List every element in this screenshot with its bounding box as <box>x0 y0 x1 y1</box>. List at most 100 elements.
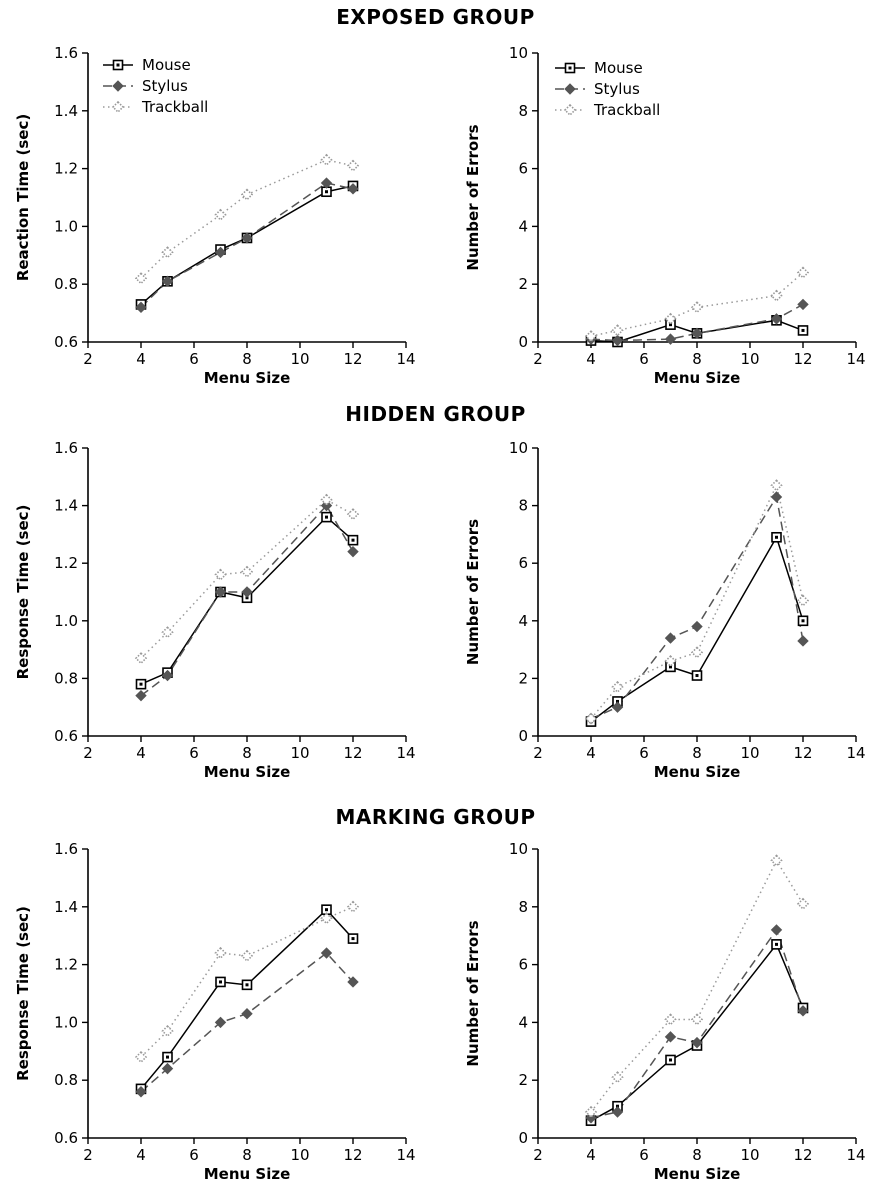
data-point-mouse-center <box>669 665 672 669</box>
data-point-stylus <box>347 976 359 988</box>
data-point-mouse-center <box>245 596 249 600</box>
x-tick-label: 10 <box>740 744 759 762</box>
data-point-trackball <box>161 1024 174 1038</box>
x-tick-label: 2 <box>533 744 543 762</box>
data-point-stylus <box>347 545 359 558</box>
data-point-trackball <box>770 289 783 302</box>
x-tick-label: 4 <box>136 744 146 762</box>
y-tick-label: 1.6 <box>54 44 78 62</box>
data-point-stylus <box>664 632 677 644</box>
y-tick-label: 1.2 <box>54 956 78 974</box>
data-point-stylus <box>347 183 359 195</box>
x-axis-title: Menu Size <box>204 763 291 781</box>
data-point-trackball <box>796 594 810 607</box>
data-point-stylus <box>797 298 809 311</box>
x-tick-label: 2 <box>83 1146 93 1164</box>
data-point-trackball <box>796 897 810 911</box>
x-tick-label: 14 <box>396 350 415 368</box>
data-point-trackball <box>161 626 174 639</box>
data-point-stylus <box>161 1062 174 1075</box>
data-point-stylus <box>320 947 333 959</box>
data-point-stylus <box>585 1112 597 1124</box>
x-tick-label: 12 <box>343 350 362 368</box>
legend-label-trackball: Trackball <box>141 98 208 116</box>
x-tick-label: 8 <box>692 350 702 368</box>
data-point-stylus <box>797 1005 809 1017</box>
x-tick-label: 14 <box>396 744 415 762</box>
y-tick-label: 0.8 <box>54 1071 78 1089</box>
data-point-trackball <box>690 646 704 659</box>
data-point-mouse-center <box>351 538 355 542</box>
x-tick-label: 6 <box>639 350 649 368</box>
y-tick-label: 1.6 <box>54 840 78 858</box>
data-point-trackball <box>611 324 624 337</box>
data-point-mouse-center <box>139 682 143 686</box>
data-point-mouse-center <box>166 1055 169 1059</box>
y-tick-label: 2 <box>518 275 528 293</box>
data-point-trackball <box>770 479 783 492</box>
y-axis-title: Response Time (sec) <box>14 505 32 680</box>
y-tick-label: 8 <box>518 102 528 120</box>
y-tick-label: 8 <box>518 497 528 515</box>
x-tick-label: 10 <box>290 1146 309 1164</box>
x-axis-title: Menu Size <box>654 369 741 387</box>
x-tick-label: 12 <box>343 744 362 762</box>
data-point-trackball <box>584 712 598 725</box>
data-point-trackball <box>161 246 174 259</box>
x-tick-label: 10 <box>740 350 759 368</box>
x-tick-label: 2 <box>533 350 543 368</box>
y-tick-label: 8 <box>518 898 528 916</box>
x-tick-label: 8 <box>692 1146 702 1164</box>
data-point-mouse-center <box>669 1058 672 1062</box>
data-point-mouse-center <box>775 942 778 946</box>
y-tick-label: 4 <box>518 1013 528 1031</box>
x-tick-label: 8 <box>242 350 252 368</box>
data-point-stylus <box>161 669 174 682</box>
data-point-stylus <box>611 334 624 347</box>
data-point-stylus <box>135 301 147 314</box>
y-axis-title: Number of Errors <box>464 124 482 270</box>
data-point-stylus <box>320 499 333 512</box>
data-point-stylus <box>770 491 783 503</box>
data-point-trackball <box>611 1071 624 1084</box>
series-line-mouse <box>590 942 804 1122</box>
data-point-stylus <box>611 701 624 713</box>
legend-label-stylus: Stylus <box>594 80 640 98</box>
data-point-stylus <box>770 924 783 936</box>
legend-marker-mouse-center <box>568 66 572 70</box>
y-tick-label: 6 <box>518 554 528 572</box>
y-tick-label: 1.6 <box>54 439 78 457</box>
legend-marker-stylus <box>564 83 576 95</box>
y-tick-label: 1.0 <box>54 612 78 630</box>
data-point-trackball <box>346 900 360 913</box>
x-axis-title: Menu Size <box>654 1165 741 1183</box>
data-point-mouse-center <box>245 983 249 987</box>
data-point-trackball <box>134 652 148 665</box>
x-tick-label: 12 <box>793 744 812 762</box>
data-point-trackball <box>611 680 624 694</box>
x-tick-label: 4 <box>136 1146 146 1164</box>
y-tick-label: 1.4 <box>54 898 78 916</box>
data-point-trackball <box>664 312 677 326</box>
y-tick-label: 0 <box>518 1129 528 1147</box>
legend-marker-mouse-center <box>116 63 120 67</box>
series-line-trackball <box>590 859 804 1113</box>
data-point-trackball <box>240 188 254 201</box>
y-tick-label: 1.4 <box>54 102 78 120</box>
data-point-stylus <box>135 689 147 702</box>
y-axis-title: Number of Errors <box>464 519 482 665</box>
series-line-stylus <box>140 952 354 1093</box>
data-point-stylus <box>664 333 677 345</box>
data-point-trackball <box>584 330 598 343</box>
legend-label-mouse: Mouse <box>142 56 191 74</box>
legend-marker-trackball <box>111 100 125 114</box>
x-tick-label: 8 <box>242 744 252 762</box>
legend-label-mouse: Mouse <box>594 59 643 77</box>
x-tick-label: 12 <box>343 1146 362 1164</box>
series-line-trackball <box>590 272 804 337</box>
x-axis-title: Menu Size <box>204 369 291 387</box>
y-tick-label: 6 <box>518 956 528 974</box>
